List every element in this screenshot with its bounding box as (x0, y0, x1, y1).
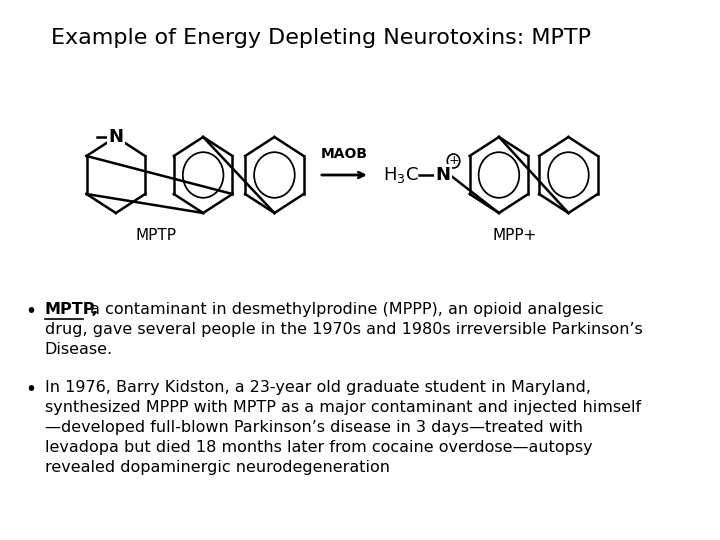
Text: revealed dopaminergic neurodegeneration: revealed dopaminergic neurodegeneration (45, 460, 390, 475)
Text: MPTP,: MPTP, (45, 302, 99, 317)
Text: +: + (448, 154, 459, 167)
Text: MAOB: MAOB (321, 147, 368, 161)
Text: MPTP: MPTP (135, 228, 176, 243)
Text: N: N (108, 128, 123, 146)
Text: levadopa but died 18 months later from cocaine overdose—autopsy: levadopa but died 18 months later from c… (45, 440, 592, 455)
Text: •: • (25, 380, 36, 399)
Text: •: • (25, 302, 36, 321)
Text: In 1976, Barry Kidston, a 23-year old graduate student in Maryland,: In 1976, Barry Kidston, a 23-year old gr… (45, 380, 590, 395)
Text: Disease.: Disease. (45, 342, 112, 357)
Text: N: N (436, 166, 450, 184)
Text: drug, gave several people in the 1970s and 1980s irreversible Parkinson’s: drug, gave several people in the 1970s a… (45, 322, 642, 337)
Text: MPP+: MPP+ (492, 228, 537, 243)
Text: synthesized MPPP with MPTP as a major contaminant and injected himself: synthesized MPPP with MPTP as a major co… (45, 400, 641, 415)
Text: Example of Energy Depleting Neurotoxins: MPTP: Example of Energy Depleting Neurotoxins:… (50, 28, 590, 48)
Text: a contaminant in desmethylprodine (MPPP), an opioid analgesic: a contaminant in desmethylprodine (MPPP)… (85, 302, 603, 317)
Text: H$_3$C: H$_3$C (383, 165, 419, 185)
Text: —developed full-blown Parkinson’s disease in 3 days—treated with: —developed full-blown Parkinson’s diseas… (45, 420, 582, 435)
